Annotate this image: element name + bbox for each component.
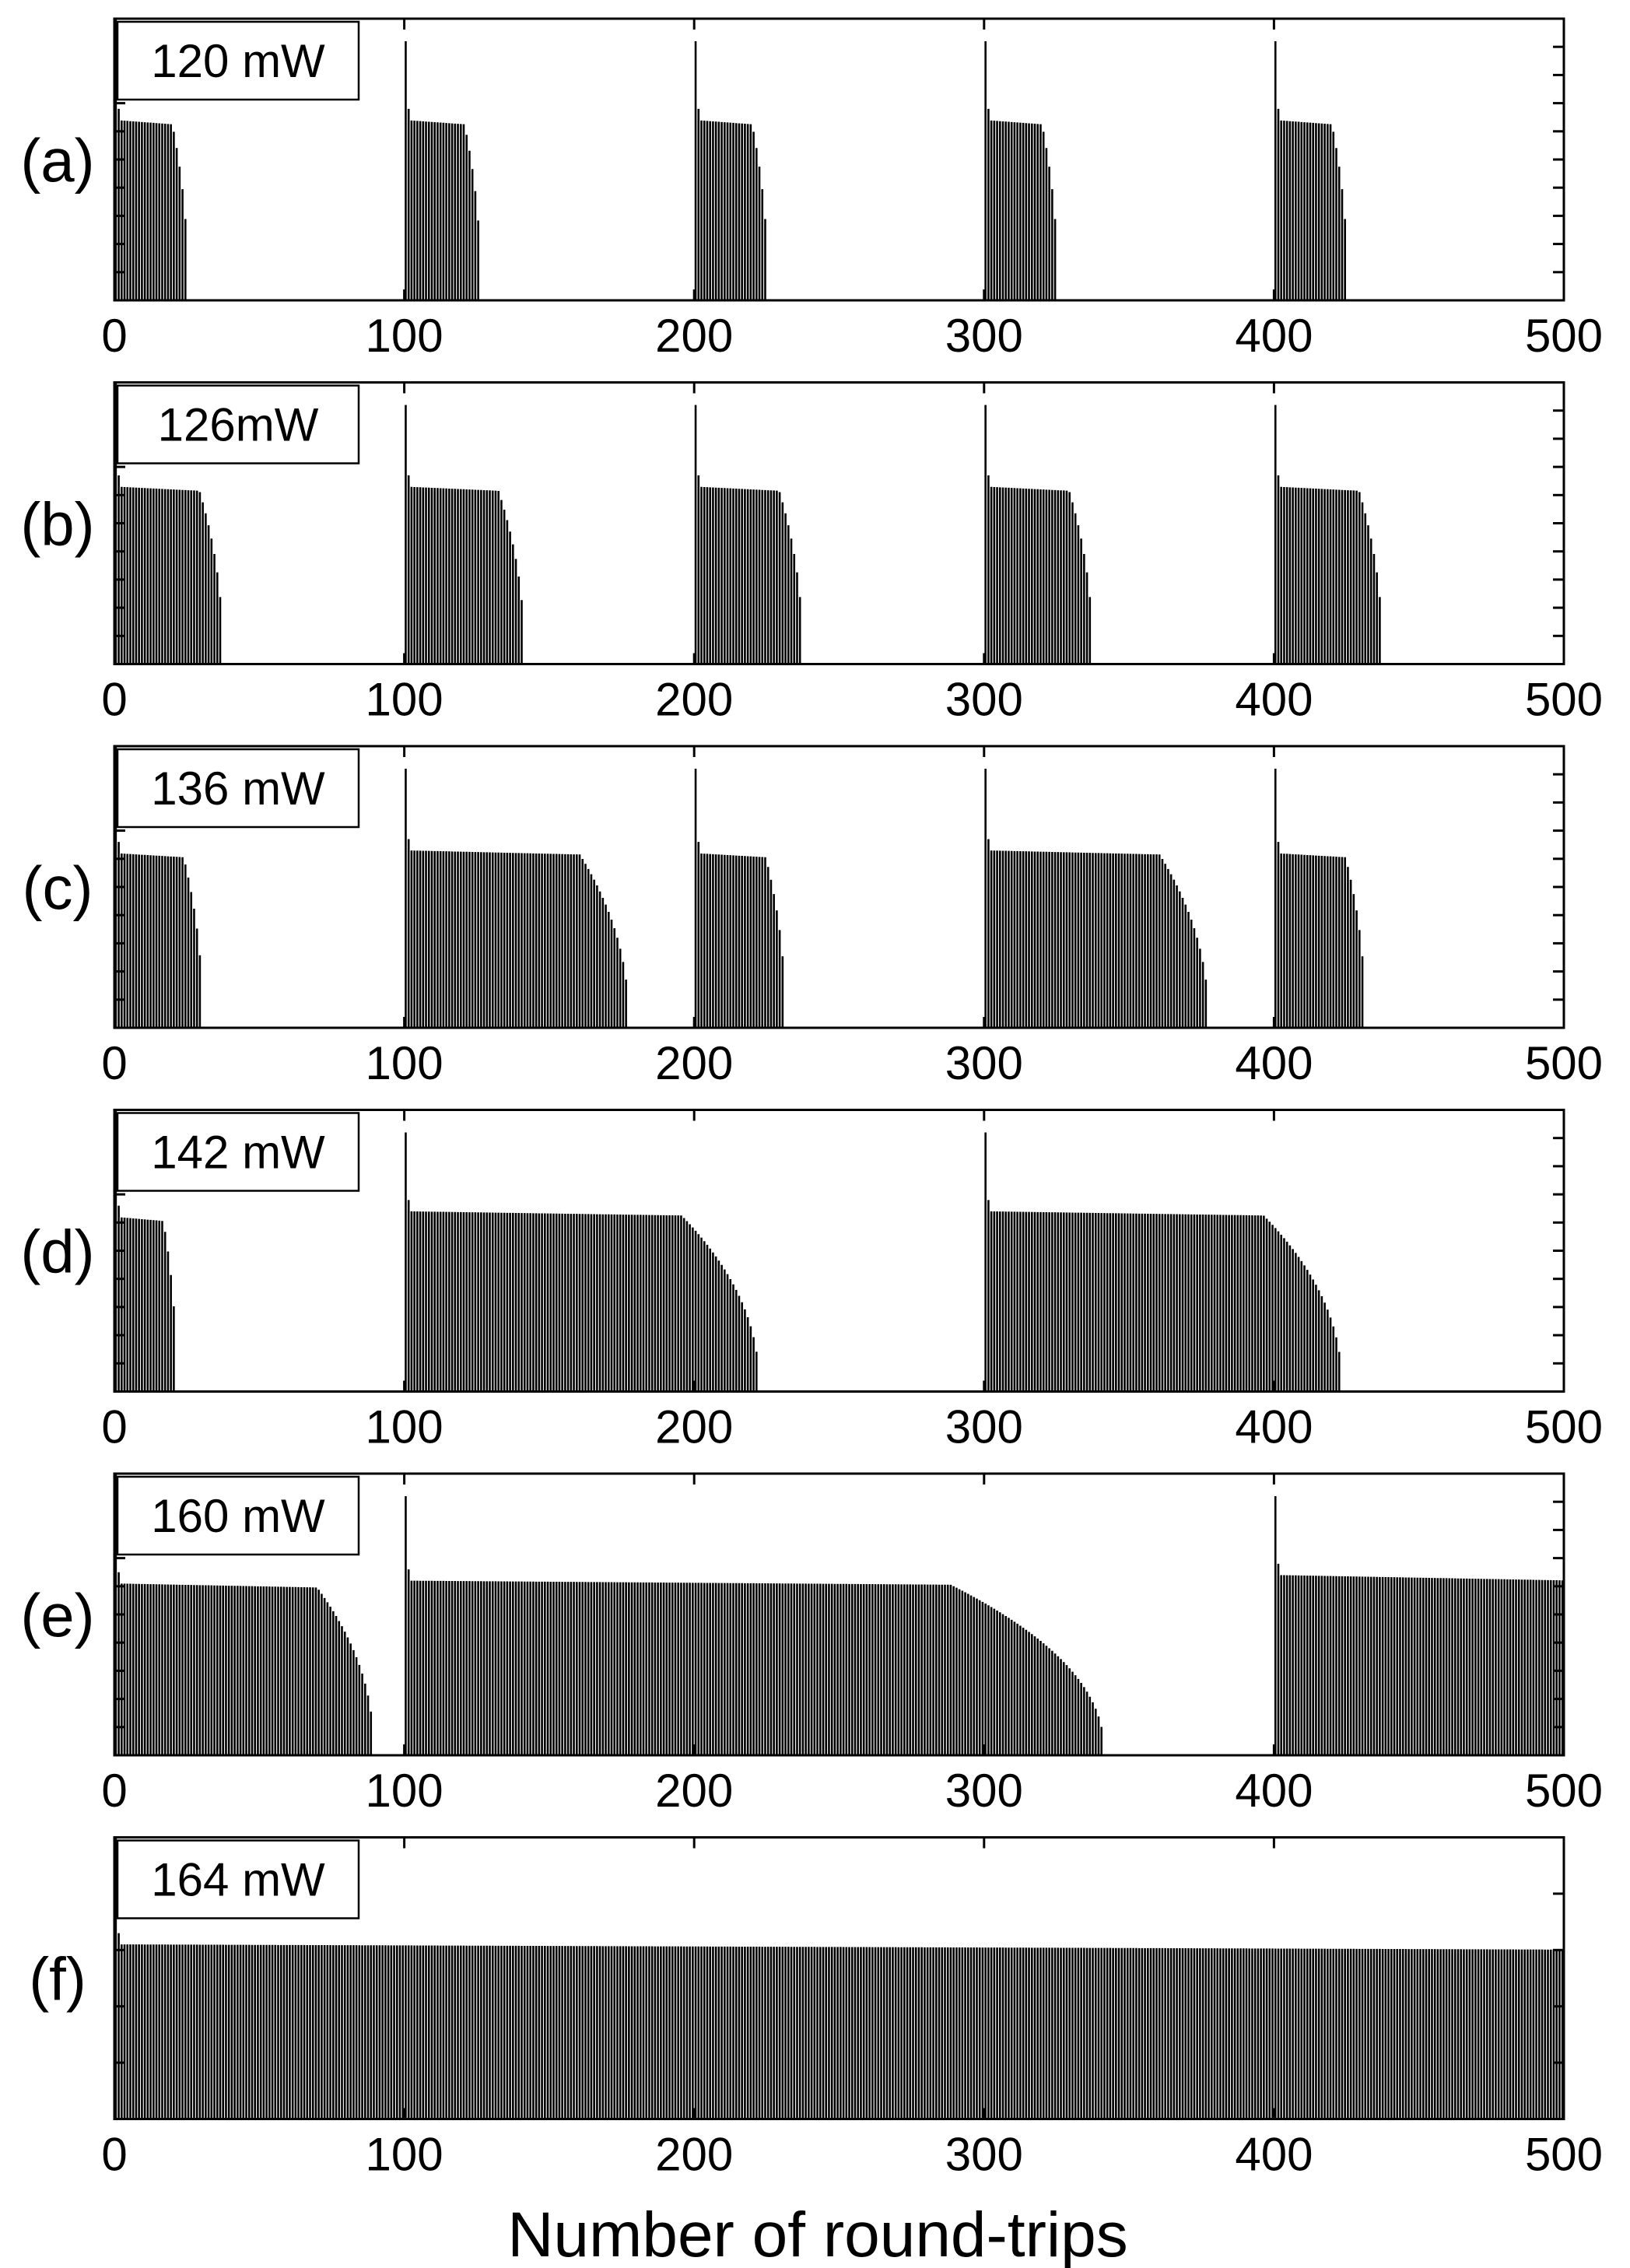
x-tick-label: 500 (1525, 310, 1603, 362)
x-tick-label: 200 (655, 2129, 733, 2181)
x-tick-label: 200 (655, 1401, 733, 1453)
x-tick-label: 300 (945, 1401, 1023, 1453)
annotation-label: 126mW (158, 399, 319, 451)
chart-panel: 0 100 200 300 400 500 126mW (b) (20, 381, 1603, 726)
x-tick-label: 0 (101, 674, 127, 726)
annotation-box (116, 20, 360, 101)
panel-label: (a) (20, 126, 94, 195)
annotation-box (116, 748, 360, 829)
annotation-label: 120 mW (151, 35, 325, 87)
x-tick-label: 200 (655, 310, 733, 362)
x-tick-label: 300 (945, 674, 1023, 726)
x-tick-label: 500 (1525, 1037, 1603, 1089)
x-tick-label: 100 (366, 1401, 443, 1453)
annotation-label: 160 mW (151, 1490, 325, 1542)
x-axis-label: Number of round-trips (507, 2200, 1128, 2268)
annotation-label: 136 mW (151, 762, 325, 815)
chart-panel: 0 100 200 300 400 500 120 mW (a) (20, 17, 1603, 362)
annotation-box (116, 1839, 360, 1919)
x-tick-label: 300 (945, 1765, 1023, 1817)
x-tick-label: 200 (655, 1037, 733, 1089)
x-tick-label: 100 (366, 674, 443, 726)
x-tick-label: 100 (366, 2129, 443, 2181)
x-tick-label: 0 (101, 310, 127, 362)
panel-label: (e) (20, 1581, 94, 1649)
x-tick-label: 100 (366, 1765, 443, 1817)
chart-panel: 0 100 200 300 400 500 136 mW (c) (23, 745, 1603, 1089)
pulse-bars (114, 19, 1346, 300)
x-tick-label: 500 (1525, 674, 1603, 726)
x-tick-label: 200 (655, 674, 733, 726)
annotation-box (116, 384, 360, 464)
annotation-label: 142 mW (151, 1127, 325, 1179)
pulse-bars (114, 1109, 1341, 1392)
panel-label: (b) (20, 490, 94, 559)
x-tick-label: 100 (366, 1037, 443, 1089)
x-tick-label: 400 (1235, 2129, 1313, 2181)
x-tick-label: 500 (1525, 1401, 1603, 1453)
x-tick-label: 400 (1235, 1765, 1313, 1817)
x-tick-label: 0 (101, 1765, 127, 1817)
chart-panel: 0 100 200 300 400 500 142 mW (d) (20, 1109, 1603, 1453)
x-tick-label: 400 (1235, 1037, 1313, 1089)
x-tick-label: 300 (945, 310, 1023, 362)
x-tick-label: 200 (655, 1765, 733, 1817)
x-tick-label: 400 (1235, 310, 1313, 362)
annotation-label: 164 mW (151, 1854, 325, 1906)
x-tick-label: 300 (945, 2129, 1023, 2181)
panel-label: (f) (29, 1945, 86, 2014)
plot-frame (113, 1836, 1565, 2120)
x-tick-label: 400 (1235, 674, 1313, 726)
pulse-bars (114, 1837, 1564, 2119)
chart-panel: 0 100 200 300 400 500 164 mW (f) (29, 1836, 1603, 2181)
x-tick-label: 500 (1525, 2129, 1603, 2181)
pulse-bars (114, 382, 1381, 664)
panels: 0 100 200 300 400 500 120 mW (a) 0 100 200 300 400 50… (20, 17, 1603, 2181)
x-tick-label: 0 (101, 1401, 127, 1453)
x-tick-label: 400 (1235, 1401, 1313, 1453)
annotation-box (116, 1112, 360, 1192)
x-tick-label: 500 (1525, 1765, 1603, 1817)
annotation-box (116, 1475, 360, 1556)
x-tick-label: 300 (945, 1037, 1023, 1089)
chart-panel: 0 100 200 300 400 500 160 mW (e) (20, 1472, 1603, 1817)
x-tick-label: 100 (366, 310, 443, 362)
x-tick-label: 0 (101, 2129, 127, 2181)
panel-label: (c) (23, 854, 93, 922)
x-tick-label: 0 (101, 1037, 127, 1089)
panel-label: (d) (20, 1218, 94, 1286)
